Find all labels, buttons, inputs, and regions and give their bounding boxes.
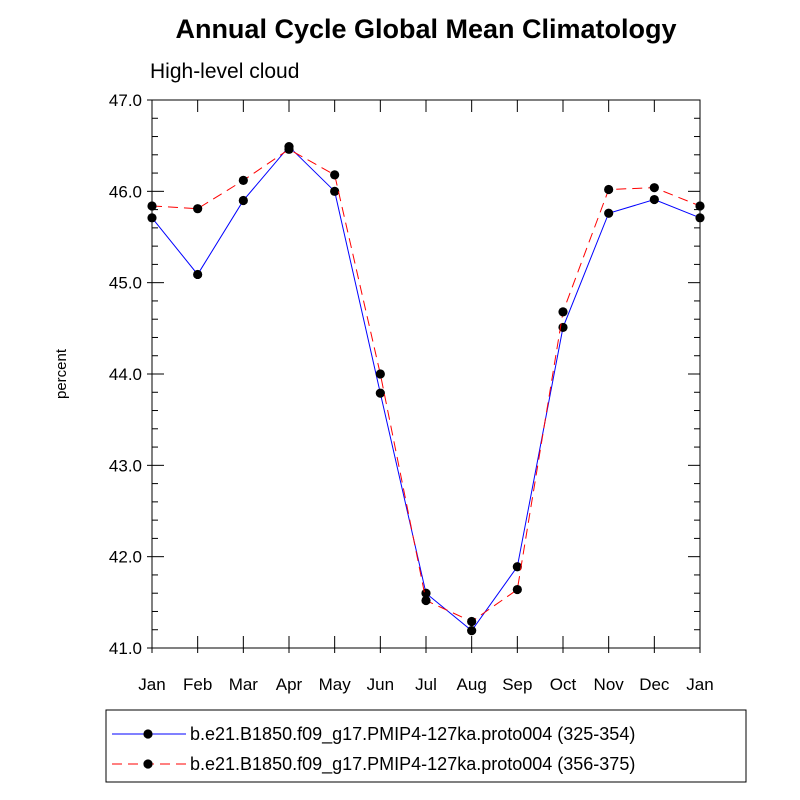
series-1-point (649, 194, 659, 205)
x-tick-label: Nov (594, 675, 625, 694)
legend-label-2: b.e21.B1850.f09_g17.PMIP4-127ka.proto004… (190, 754, 635, 775)
x-tick-label: Jan (138, 675, 165, 694)
series-layer (147, 141, 705, 636)
legend-marker-2 (143, 759, 153, 769)
y-tick-label: 46.0 (109, 182, 142, 201)
series-1-point (238, 195, 248, 206)
series-2-point (512, 584, 522, 595)
y-axis-label: percent (53, 348, 70, 399)
legend: b.e21.B1850.f09_g17.PMIP4-127ka.proto004… (105, 709, 747, 783)
series-2-point (193, 204, 203, 214)
series-1-point (330, 186, 340, 196)
x-tick-label: Jul (415, 675, 437, 694)
x-tick-label: Dec (639, 675, 670, 694)
series-2-point (375, 369, 385, 379)
chart-title: Annual Cycle Global Mean Climatology (175, 14, 676, 44)
series-1-point (604, 208, 614, 218)
x-tick-label: Mar (229, 675, 259, 694)
x-tick-label: Aug (457, 675, 487, 694)
series-2-point (330, 170, 340, 180)
series-2-point (558, 307, 568, 317)
series-2-point (467, 616, 477, 627)
series-1-point (375, 388, 385, 398)
series-2-point (421, 595, 431, 606)
axis-ticks: 41.0 42.0 43.0 44.0 45.0 46.0 47.0 Jan Feb Mar Apr… (109, 91, 714, 694)
x-tick-label: Jun (367, 675, 394, 694)
chart-subtitle: High-level cloud (150, 60, 299, 83)
x-tick-label: Jan (686, 675, 713, 694)
series-2-point (604, 184, 614, 195)
series-line-2 (151, 148, 701, 623)
y-tick-label: 44.0 (109, 365, 142, 384)
series-1-point (193, 269, 203, 280)
x-tick-label: Apr (276, 675, 303, 694)
legend-box (105, 709, 747, 783)
y-tick-label: 47.0 (109, 91, 142, 110)
series-1-point (467, 626, 477, 636)
y-tick-label: 42.0 (109, 548, 142, 567)
series-2-point (284, 144, 294, 154)
x-tick-label: Oct (550, 675, 577, 694)
series-2-point (238, 175, 248, 185)
x-tick-label: Feb (183, 675, 212, 694)
legend-label-1: b.e21.B1850.f09_g17.PMIP4-127ka.proto004… (190, 724, 635, 745)
legend-marker-1 (143, 729, 153, 739)
plot-frame (151, 99, 701, 649)
series-2-point (649, 183, 659, 193)
series-line-1 (151, 145, 701, 632)
y-tick-label: 45.0 (109, 274, 142, 293)
series-1-point (512, 562, 522, 572)
y-tick-label: 43.0 (109, 456, 142, 475)
y-tick-label: 41.0 (109, 639, 142, 658)
x-tick-label: May (319, 675, 352, 694)
x-tick-label: Sep (502, 675, 532, 694)
